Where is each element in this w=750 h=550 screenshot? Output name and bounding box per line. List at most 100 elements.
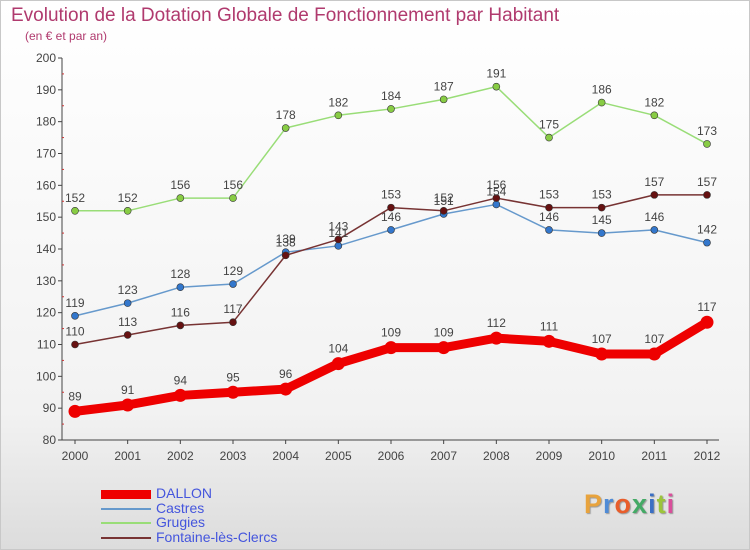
logo-letter: x [632, 489, 649, 519]
data-point-castres [334, 242, 343, 250]
data-label-grugies: 152 [118, 191, 138, 205]
data-label-grugies: 191 [486, 67, 506, 81]
data-point-fontaine-l-s-clercs [387, 203, 395, 212]
data-point-fontaine-l-s-clercs [123, 331, 132, 339]
data-point-castres [71, 312, 79, 320]
data-label-castres: 146 [381, 210, 401, 224]
data-point-fontaine-l-s-clercs [71, 340, 79, 349]
data-label-dallon: 111 [540, 319, 559, 333]
x-tick-label: 2010 [588, 449, 615, 463]
x-tick-label: 2000 [62, 449, 89, 463]
data-label-castres: 119 [65, 296, 84, 310]
data-point-castres [229, 280, 237, 288]
data-label-grugies: 186 [592, 83, 612, 97]
data-label-castres: 151 [434, 194, 454, 208]
x-tick-label: 2012 [694, 449, 721, 463]
data-label-grugies: 173 [697, 124, 717, 138]
data-point-dallon [384, 341, 398, 355]
data-label-castres: 142 [697, 223, 717, 237]
data-point-fontaine-l-s-clercs [597, 203, 606, 212]
data-point-dallon [121, 398, 135, 412]
legend-label: Fontaine-lès-Clercs [156, 528, 278, 545]
y-tick-label: 170 [36, 147, 56, 161]
proxiti-logo: Proxiti [584, 489, 675, 520]
data-label-dallon: 112 [487, 316, 506, 330]
data-label-fontaine-l-s-clercs: 152 [434, 191, 454, 205]
chart-subtitle: (en € et par an) [25, 29, 108, 43]
x-tick-label: 2001 [114, 449, 141, 463]
y-tick-label: 140 [36, 242, 56, 256]
data-point-grugies [71, 207, 79, 215]
data-point-grugies [703, 140, 711, 148]
data-label-castres: 129 [223, 264, 243, 278]
chart-title: Evolution de la Dotation Globale de Fonc… [11, 5, 560, 26]
legend-swatch [101, 522, 151, 524]
legend-swatch [101, 489, 151, 499]
y-tick-label: 150 [36, 210, 56, 224]
data-point-grugies [597, 98, 606, 107]
y-tick-label: 120 [36, 306, 56, 320]
value-labels: 119 123 128 129 139 141 146 151 154 146 145 146 142 1… [65, 67, 717, 404]
data-label-dallon: 89 [68, 389, 82, 403]
x-tick-label: 2006 [378, 449, 405, 463]
data-label-fontaine-l-s-clercs: 116 [171, 305, 190, 319]
data-label-castres: 145 [592, 213, 612, 227]
x-tick-label: 2011 [641, 449, 667, 463]
data-label-castres: 146 [644, 210, 664, 224]
data-point-dallon [173, 388, 187, 402]
series-lines [70, 85, 712, 416]
data-point-grugies [439, 95, 448, 104]
y-tick-label: 160 [36, 178, 56, 192]
data-point-dallon [489, 331, 503, 345]
x-tick-label: 2007 [430, 449, 457, 463]
data-label-castres: 128 [170, 267, 190, 281]
y-tick-label: 110 [37, 338, 56, 352]
data-label-dallon: 107 [644, 332, 664, 346]
data-point-dallon [331, 357, 345, 371]
legend-swatch [101, 507, 151, 510]
logo-letter: i [666, 489, 676, 519]
logo-letter: P [584, 489, 604, 519]
data-point-castres [387, 226, 395, 234]
x-tick-label: 2008 [483, 449, 510, 463]
x-tick-label: 2005 [325, 449, 352, 463]
data-point-grugies [123, 207, 132, 215]
data-label-grugies: 152 [65, 191, 85, 205]
data-point-dallon [437, 341, 451, 355]
y-tick-label: 100 [36, 369, 56, 383]
x-tick-label: 2004 [272, 449, 299, 463]
data-point-grugies [334, 111, 343, 120]
legend-label: DALLON [156, 485, 213, 501]
data-label-dallon: 95 [226, 370, 240, 384]
data-label-dallon: 109 [434, 326, 454, 340]
data-point-dallon [68, 404, 82, 418]
data-label-fontaine-l-s-clercs: 138 [276, 235, 296, 249]
data-point-fontaine-l-s-clercs [439, 207, 448, 215]
data-point-dallon [595, 347, 609, 361]
legend-swatch [101, 536, 151, 539]
data-label-grugies: 182 [644, 95, 664, 109]
data-label-fontaine-l-s-clercs: 153 [592, 188, 612, 202]
data-label-grugies: 156 [223, 178, 243, 192]
y-tick-label: 180 [36, 115, 56, 129]
x-tick-label: 2003 [220, 449, 247, 463]
data-label-grugies: 187 [434, 79, 454, 93]
data-label-castres: 139 [276, 232, 296, 246]
logo-letter: i [648, 489, 657, 519]
data-label-dallon: 117 [697, 300, 716, 314]
data-label-castres: 123 [118, 283, 138, 297]
data-point-dallon [279, 382, 293, 396]
data-label-fontaine-l-s-clercs: 143 [328, 219, 348, 233]
series-markers [68, 82, 714, 418]
y-tick-label: 190 [36, 83, 56, 97]
data-point-fontaine-l-s-clercs [545, 203, 553, 212]
y-tick-label: 80 [43, 433, 57, 447]
logo-letter: r [603, 489, 615, 519]
data-point-grugies [650, 111, 659, 120]
data-label-castres: 154 [486, 184, 506, 198]
data-point-castres [492, 200, 501, 209]
data-point-castres [123, 299, 132, 307]
data-label-grugies: 184 [381, 89, 401, 103]
data-point-grugies [176, 194, 185, 202]
